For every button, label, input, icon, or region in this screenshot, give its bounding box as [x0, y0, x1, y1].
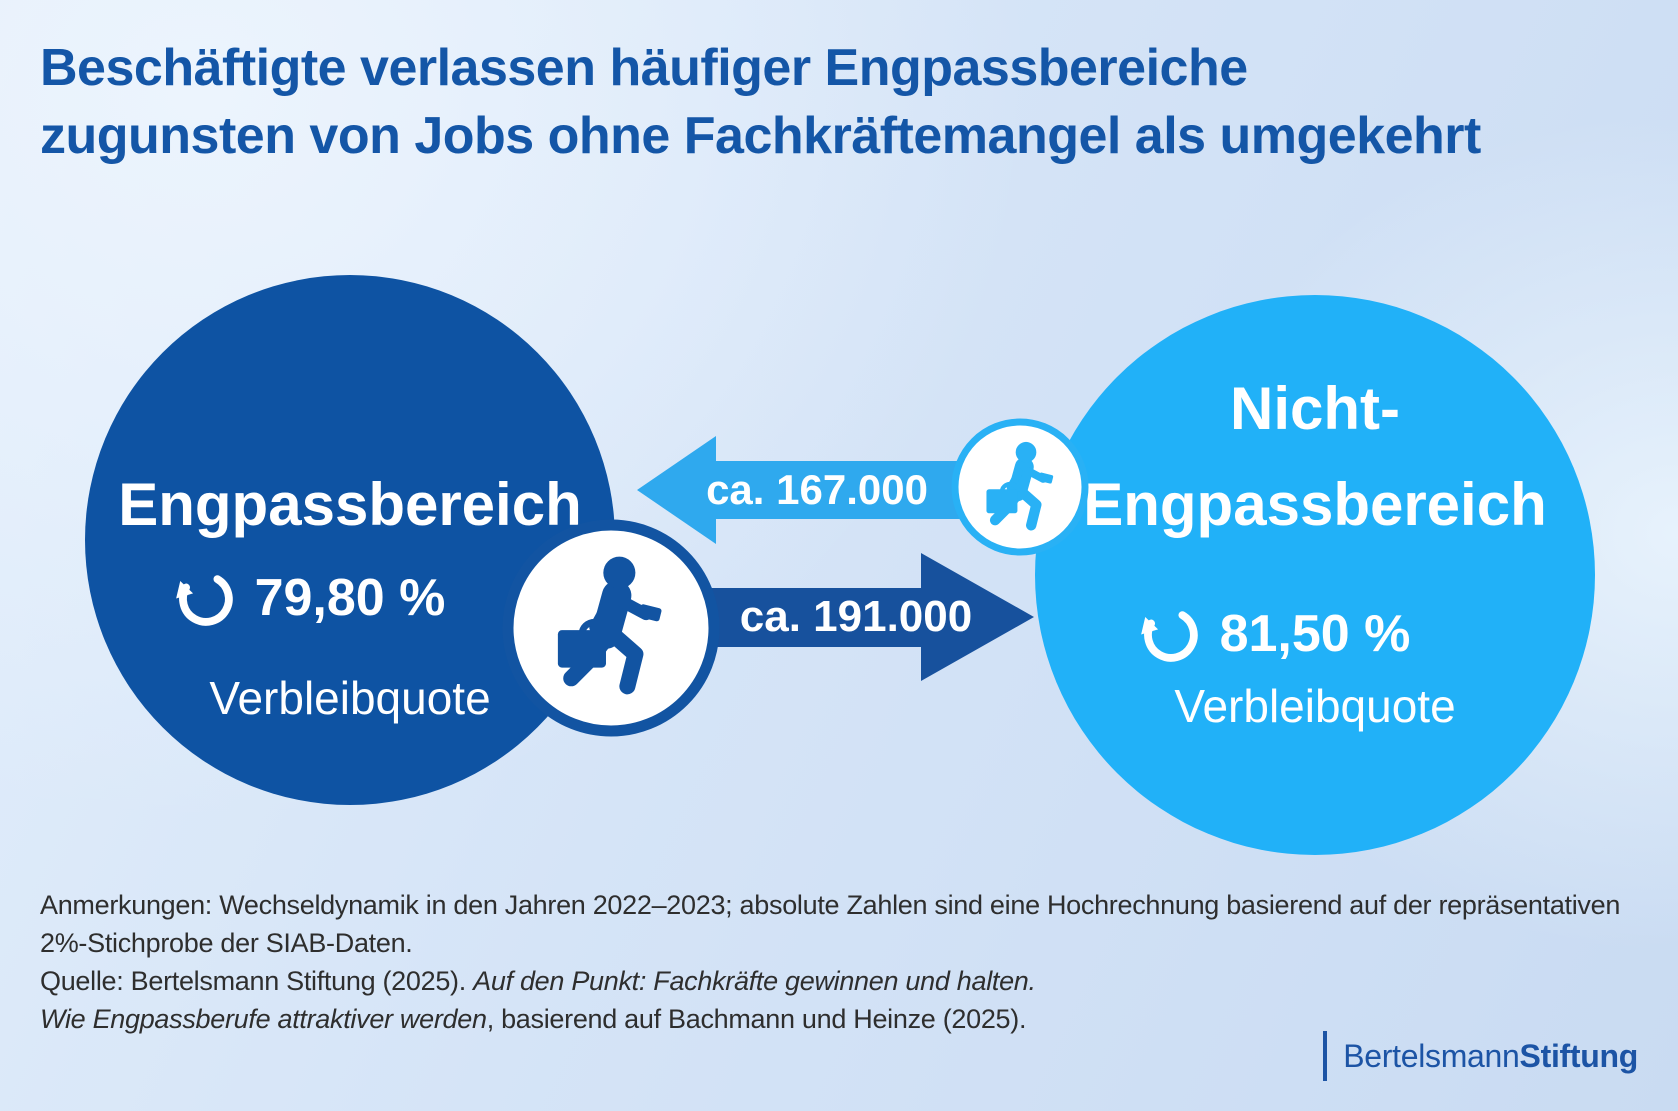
- nicht-engpassbereich-circle: Nicht- Engpassbereich 81,50 % Verbleibqu…: [1035, 295, 1595, 855]
- page-title: Beschäftigte verlassen häufiger Engpassb…: [40, 34, 1640, 170]
- engpassbereich-circle-title: Engpassbereich: [118, 471, 582, 538]
- engpassbereich-rate-value: 79,80 %: [254, 569, 446, 627]
- source-line2: Wie Engpassberufe attraktiver werden, ba…: [40, 1004, 1027, 1034]
- engpassbereich-rate-row: 79,80 %: [85, 565, 615, 631]
- logo-part2: Stiftung: [1519, 1037, 1639, 1074]
- retention-cycle-icon: [1137, 601, 1203, 667]
- retention-cycle-icon: [172, 565, 238, 631]
- flow-arrow-to-nicht-engpass: [600, 553, 1034, 681]
- nicht-engpassbereich-rate-row: 81,50 %: [1035, 601, 1595, 667]
- page-title-line1: Beschäftigte verlassen häufiger Engpassb…: [40, 39, 1248, 97]
- footnote-line2: 2%-Stichprobe der SIAB-Daten.: [40, 928, 413, 958]
- flow-label-to-nicht-engpass: ca. 191.000: [739, 592, 973, 641]
- logo-divider: [1323, 1031, 1328, 1081]
- nicht-engpassbereich-rate-value: 81,50 %: [1219, 605, 1411, 663]
- engpassbereich-circle: Engpassbereich 79,80 % Verbleibquote: [85, 275, 615, 805]
- logo-part1: Bertelsmann: [1343, 1037, 1520, 1074]
- footnote-line1: Anmerkungen: Wechseldynamik in den Jahre…: [40, 890, 1621, 920]
- nicht-engpassbereich-rate-label: Verbleibquote: [1174, 680, 1456, 732]
- nicht-engpassbereich-title-line2: Engpassbereich: [1083, 471, 1547, 538]
- flow-arrow-to-engpass: [637, 436, 1052, 544]
- bertelsmann-stiftung-logo: BertelsmannStiftung: [1323, 1031, 1638, 1081]
- source-line1: Quelle: Bertelsmann Stiftung (2025). Auf…: [40, 966, 1036, 996]
- footnote-block: Anmerkungen: Wechseldynamik in den Jahre…: [40, 886, 1640, 1038]
- engpassbereich-rate-label: Verbleibquote: [209, 672, 491, 724]
- flow-label-to-engpass: ca. 167.000: [706, 466, 928, 513]
- page-title-line2: zugunsten von Jobs ohne Fachkräftemangel…: [40, 107, 1481, 165]
- nicht-engpassbereich-title-line1: Nicht-: [1230, 375, 1400, 442]
